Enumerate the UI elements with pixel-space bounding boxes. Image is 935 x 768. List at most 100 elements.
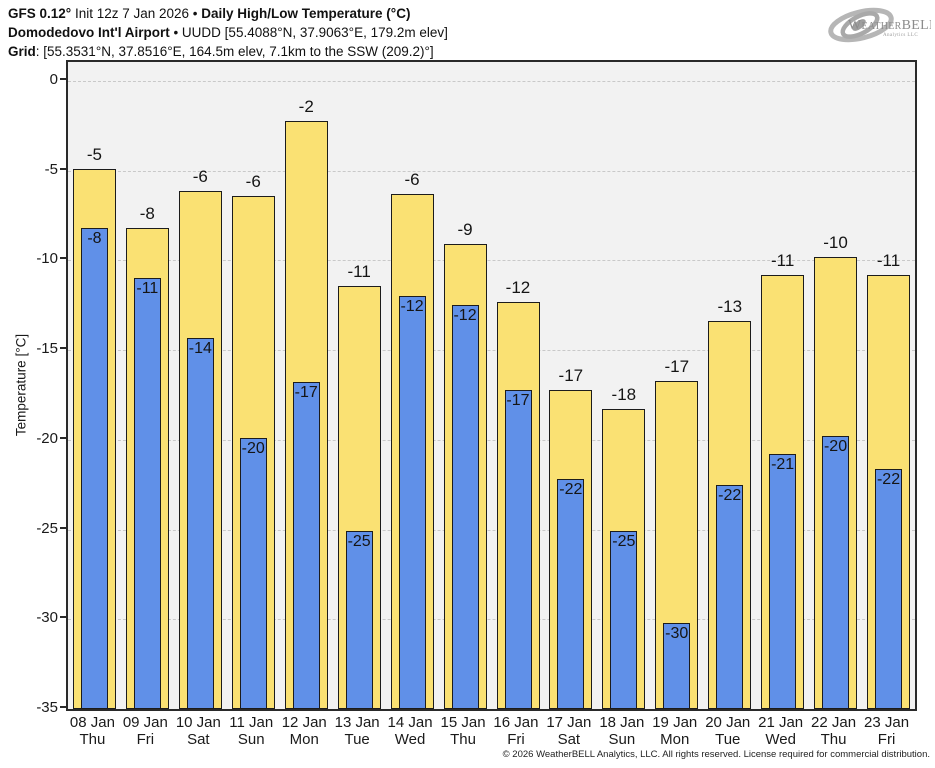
x-tick-day: Mon — [289, 731, 319, 748]
x-tick-date: 08 Jan — [69, 714, 115, 731]
low-value-label: -22 — [718, 486, 742, 504]
x-tick-date: 13 Jan — [334, 714, 380, 731]
x-tick-day: Thu — [450, 731, 476, 748]
high-bar — [655, 380, 699, 709]
x-tick-label: 17 Jan Sat — [542, 714, 595, 748]
low-bar — [292, 382, 320, 709]
x-tick-date: 09 Jan — [122, 714, 168, 731]
grid-coords: : [55.3531°N, 37.8516°E, 164.5m elev, 7.… — [35, 44, 434, 59]
low-bar — [557, 479, 585, 709]
y-tick-label: -5 — [44, 160, 58, 178]
x-tick-day: Fri — [136, 731, 155, 748]
x-axis-labels: 08 Jan Thu 09 Jan Fri 10 Jan Sat 11 Jan Sun 12 J… — [66, 714, 917, 756]
x-tick-label: 21 Jan Wed — [754, 714, 807, 748]
low-value-label: -11 — [136, 280, 159, 298]
x-tick-date: 11 Jan — [229, 714, 274, 731]
x-tick-label: 09 Jan Fri — [119, 714, 172, 748]
high-value-label: -2 — [298, 96, 314, 116]
x-tick-date: 10 Jan — [175, 714, 221, 731]
high-value-label: -18 — [611, 385, 637, 405]
low-value-label: -8 — [87, 230, 102, 248]
high-value-label: -5 — [86, 144, 102, 164]
low-value-label: -21 — [771, 456, 795, 474]
x-tick-label: 13 Jan Tue — [331, 714, 384, 748]
y-tick-label: -15 — [36, 340, 58, 358]
grid-label: Grid — [8, 44, 36, 59]
station-coords: • UUDD [55.4088°N, 37.9063°E, 179.2m ele… — [169, 25, 448, 40]
gridline — [68, 619, 915, 621]
logo-brand-text: WeatherBELL — [848, 18, 931, 33]
x-tick-label: 14 Jan Wed — [384, 714, 437, 748]
x-tick-date: 23 Jan — [864, 714, 910, 731]
y-tick-label: -30 — [36, 609, 58, 627]
low-value-label: -22 — [559, 481, 583, 499]
low-bar — [769, 454, 797, 709]
high-value-label: -9 — [457, 220, 473, 240]
x-tick-label: 18 Jan Sun — [595, 714, 648, 748]
high-value-label: -13 — [717, 297, 743, 317]
gridline — [68, 260, 915, 262]
low-value-label: -12 — [453, 307, 477, 325]
y-tick-label: -35 — [36, 699, 58, 716]
x-tick-day: Thu — [820, 731, 847, 748]
x-tick-day: Sat — [187, 731, 210, 748]
gridline — [68, 439, 915, 441]
logo-sub-text: Analytics LLC — [883, 33, 918, 38]
high-value-label: -11 — [347, 261, 371, 281]
x-tick-day: Sun — [608, 731, 636, 748]
gridline — [68, 81, 915, 82]
high-value-label: -11 — [876, 250, 901, 270]
header-line-1: GFS 0.12° Init 12z 7 Jan 2026 • Daily Hi… — [8, 4, 448, 23]
chart-header: GFS 0.12° Init 12z 7 Jan 2026 • Daily Hi… — [8, 4, 448, 61]
swirl-icon — [828, 7, 894, 43]
x-tick-date: 16 Jan — [493, 714, 539, 731]
y-tick-mark — [60, 706, 66, 708]
x-tick-date: 17 Jan — [546, 714, 592, 731]
copyright-footer: © 2026 WeatherBELL Analytics, LLC. All r… — [502, 749, 930, 760]
low-bar — [81, 228, 108, 709]
low-value-label: -17 — [506, 391, 530, 409]
x-tick-label: 11 Jan Sun — [225, 714, 278, 748]
x-tick-date: 19 Jan — [652, 714, 698, 731]
y-tick-mark — [60, 78, 66, 80]
x-tick-date: 15 Jan — [440, 714, 486, 731]
x-tick-day: Fri — [507, 731, 525, 748]
gridline — [68, 529, 915, 531]
high-value-label: -6 — [404, 170, 420, 189]
x-tick-label: 12 Jan Mon — [278, 714, 331, 748]
x-tick-label: 20 Jan Tue — [701, 714, 754, 748]
x-tick-date: 22 Jan — [811, 714, 857, 731]
low-bar — [186, 337, 214, 709]
low-value-label: -20 — [823, 438, 848, 456]
low-bar — [875, 468, 902, 709]
x-tick-label: 22 Jan Thu — [807, 714, 860, 748]
model-name: GFS 0.12° — [8, 6, 72, 21]
gridline — [68, 170, 915, 172]
x-tick-day: Sun — [237, 731, 265, 748]
x-tick-day: Fri — [877, 731, 896, 748]
low-bar — [398, 296, 426, 709]
x-tick-label: 15 Jan Thu — [437, 714, 490, 748]
x-tick-date: 21 Jan — [758, 714, 804, 731]
low-value-label: -25 — [347, 533, 371, 551]
y-tick-mark — [60, 347, 66, 350]
y-tick-mark — [60, 257, 66, 260]
x-tick-label: 23 Jan Fri — [860, 714, 913, 748]
low-bar — [451, 305, 479, 709]
low-value-label: -12 — [400, 298, 424, 316]
low-bar — [663, 622, 691, 709]
init-time: Init 12z 7 Jan 2026 • — [71, 6, 202, 21]
high-value-label: -10 — [823, 232, 848, 252]
x-tick-day: Tue — [344, 731, 370, 748]
high-value-label: -12 — [505, 277, 531, 297]
low-bar — [610, 531, 638, 709]
high-value-label: -8 — [139, 204, 155, 224]
high-value-label: -6 — [245, 171, 261, 191]
x-tick-date: 14 Jan — [387, 714, 433, 731]
low-value-label: -30 — [665, 624, 689, 642]
header-line-2: Domodedovo Int'l Airport • UUDD [55.4088… — [8, 23, 448, 42]
weatherbell-logo: WeatherBELL Analytics LLC — [828, 7, 931, 43]
station-name: Domodedovo Int'l Airport — [8, 25, 170, 40]
gridline — [68, 350, 915, 352]
